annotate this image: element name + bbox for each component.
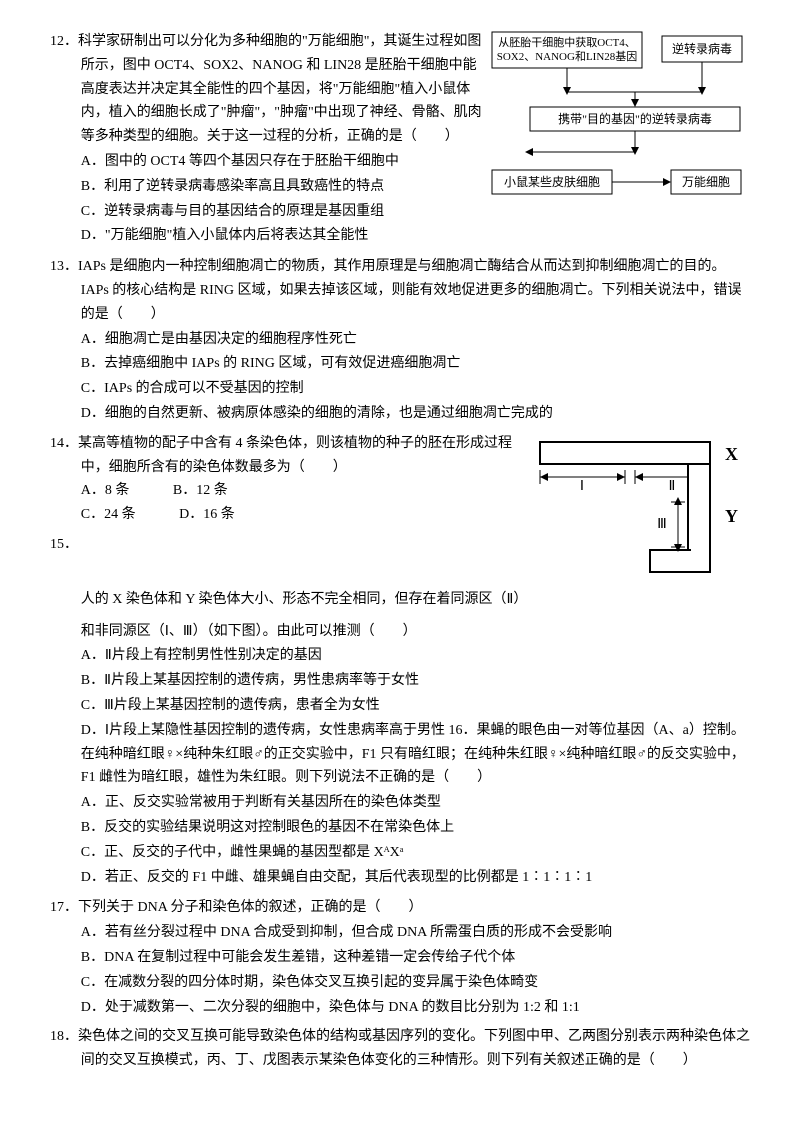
q13-opt-d[interactable]: D．细胞的自然更新、被病原体感染的细胞的清除，也是通过细胞凋亡完成的 [81, 402, 750, 426]
q15-y-label: Y [725, 506, 738, 526]
q15-region2: Ⅱ [669, 479, 676, 494]
question-17: 17．下列关于 DNA 分子和染色体的叙述，正确的是（ ） A．若有丝分裂过程中… [50, 896, 750, 1019]
q15-opt-a[interactable]: A．Ⅱ片段上有控制男性性别决定的基因 [81, 644, 750, 668]
q15-x-label: X [725, 444, 738, 464]
q13-stem: 13．IAPs 是细胞内一种控制细胞凋亡的物质，其作用原理是与细胞凋亡酶结合从而… [50, 255, 750, 326]
q14-num: 14． [50, 436, 78, 451]
question-18: 18．染色体之间的交叉互换可能导致染色体的结构或基因序列的变化。下列图中甲、乙两… [50, 1025, 750, 1073]
q18-stem-text: 染色体之间的交叉互换可能导致染色体的结构或基因序列的变化。下列图中甲、乙两图分别… [78, 1029, 750, 1068]
q17-stem-text: 下列关于 DNA 分子和染色体的叙述，正确的是（ ） [78, 900, 423, 915]
q13-num: 13． [50, 259, 78, 274]
question-14: X Ⅰ Ⅱ Y Ⅲ 14．某高等植物的 [50, 432, 750, 527]
q15-num: 15． [50, 537, 78, 552]
q15-stem2-wrap: 和非同源区（Ⅰ、Ⅲ）（如下图）。由此可以推测（ ） [50, 620, 750, 644]
q16-opt-a[interactable]: A．正、反交实验常被用于判断有关基因所在的染色体类型 [81, 791, 750, 815]
q13-opt-a[interactable]: A．细胞凋亡是由基因决定的细胞程序性死亡 [81, 328, 750, 352]
q13-stem-text: IAPs 是细胞内一种控制细胞凋亡的物质，其作用原理是与细胞凋亡酶结合从而达到抑… [78, 259, 742, 322]
q17-num: 17． [50, 900, 78, 915]
q14-stem-text: 某高等植物的配子中含有 4 条染色体，则该植物的种子的胚在形成过程中，细胞所含有… [78, 436, 512, 475]
q13-opt-b[interactable]: B．去掉癌细胞中 IAPs 的 RING 区域，可有效促进癌细胞凋亡 [81, 352, 750, 376]
q12-stem-text: 科学家研制出可以分化为多种细胞的"万能细胞"，其诞生过程如图所示，图中 OCT4… [78, 34, 482, 144]
q14-opt-c[interactable]: C．24 条 [81, 503, 136, 527]
question-15: 15．人的 X 染色体和 Y 染色体大小、形态不完全相同，但存在着同源区（Ⅱ） … [50, 533, 750, 890]
q15-stem1: 人的 X 染色体和 Y 染色体大小、形态不完全相同，但存在着同源区（Ⅱ） [81, 592, 528, 607]
q18-stem: 18．染色体之间的交叉互换可能导致染色体的结构或基因序列的变化。下列图中甲、乙两… [50, 1025, 750, 1073]
q17-opt-d[interactable]: D．处于减数第一、二次分裂的细胞中，染色体与 DNA 的数目比分别为 1:2 和… [81, 996, 750, 1020]
q17-stem: 17．下列关于 DNA 分子和染色体的叙述，正确的是（ ） [50, 896, 750, 920]
q12-box1-l1: 从胚胎干细胞中获取OCT4、 [498, 35, 636, 49]
q12-num: 12． [50, 34, 78, 49]
q15-region3: Ⅲ [657, 517, 667, 532]
q17-options: A．若有丝分裂过程中 DNA 合成受到抑制，但合成 DNA 所需蛋白质的形成不会… [50, 921, 750, 1019]
q13-opt-c[interactable]: C．IAPs 的合成可以不受基因的控制 [81, 377, 750, 401]
question-12: 从胚胎干细胞中获取OCT4、 SOX2、NANOG和LIN28基因 逆转录病毒 … [50, 30, 750, 249]
q16-num: 16． [449, 723, 477, 738]
q12-box4-text: 小鼠某些皮肤细胞 [504, 174, 600, 189]
q16-opt-c[interactable]: C．正、反交的子代中，雌性果蝇的基因型都是 XᴬXᵃ [81, 841, 750, 865]
q15-opt-d[interactable]: D．Ⅰ片段上某隐性基因控制的遗传病，女性患病率高于男性 [81, 723, 445, 738]
q12-box1-l2: SOX2、NANOG和LIN28基因 [497, 50, 638, 63]
q15-diagram: X Ⅰ Ⅱ Y Ⅲ [530, 432, 750, 582]
q14-opt-d[interactable]: D．16 条 [179, 503, 235, 527]
q12-box3-text: 携带"目的基因"的逆转录病毒 [558, 111, 712, 126]
q15-opt-d-wrap: D．Ⅰ片段上某隐性基因控制的遗传病，女性患病率高于男性 16．果蝇的眼色由一对等… [81, 719, 750, 790]
q15-region1: Ⅰ [580, 479, 584, 494]
q15-opt-b[interactable]: B．Ⅱ片段上某基因控制的遗传病，男性患病率等于女性 [81, 669, 750, 693]
q14-opt-a[interactable]: A．8 条 [81, 479, 130, 503]
q12-opt-d[interactable]: D．"万能细胞"植入小鼠体内后将表达其全能性 [81, 224, 750, 248]
q17-opt-a[interactable]: A．若有丝分裂过程中 DNA 合成受到抑制，但合成 DNA 所需蛋白质的形成不会… [81, 921, 750, 945]
question-13: 13．IAPs 是细胞内一种控制细胞凋亡的物质，其作用原理是与细胞凋亡酶结合从而… [50, 255, 750, 426]
q15-opt-c[interactable]: C．Ⅲ片段上某基因控制的遗传病，患者全为女性 [81, 694, 750, 718]
q12-box5-text: 万能细胞 [682, 175, 730, 189]
q15-stem2: 和非同源区（Ⅰ、Ⅲ）（如下图）。由此可以推测（ ） [81, 624, 417, 639]
q13-options: A．细胞凋亡是由基因决定的细胞程序性死亡 B．去掉癌细胞中 IAPs 的 RIN… [50, 328, 750, 426]
q17-opt-b[interactable]: B．DNA 在复制过程中可能会发生差错，这种差错一定会传给子代个体 [81, 946, 750, 970]
q16-opt-d[interactable]: D．若正、反交的 F1 中雌、雄果蝇自由交配，其后代表现型的比例都是 1∶1∶1… [81, 866, 750, 890]
q12-svg: 从胚胎干细胞中获取OCT4、 SOX2、NANOG和LIN28基因 逆转录病毒 … [490, 30, 750, 210]
q14-opt-b[interactable]: B．12 条 [173, 479, 228, 503]
q12-diagram: 从胚胎干细胞中获取OCT4、 SOX2、NANOG和LIN28基因 逆转录病毒 … [490, 30, 750, 210]
q16-opt-b[interactable]: B．反交的实验结果说明这对控制眼色的基因不在常染色体上 [81, 816, 750, 840]
q12-box2-text: 逆转录病毒 [672, 41, 732, 56]
q17-opt-c[interactable]: C．在减数分裂的四分体时期，染色体交叉互换引起的变异属于染色体畸变 [81, 971, 750, 995]
q18-num: 18． [50, 1029, 78, 1044]
q15-options: A．Ⅱ片段上有控制男性性别决定的基因 B．Ⅱ片段上某基因控制的遗传病，男性患病率… [50, 644, 750, 889]
q15-svg: X Ⅰ Ⅱ Y Ⅲ [530, 432, 750, 582]
